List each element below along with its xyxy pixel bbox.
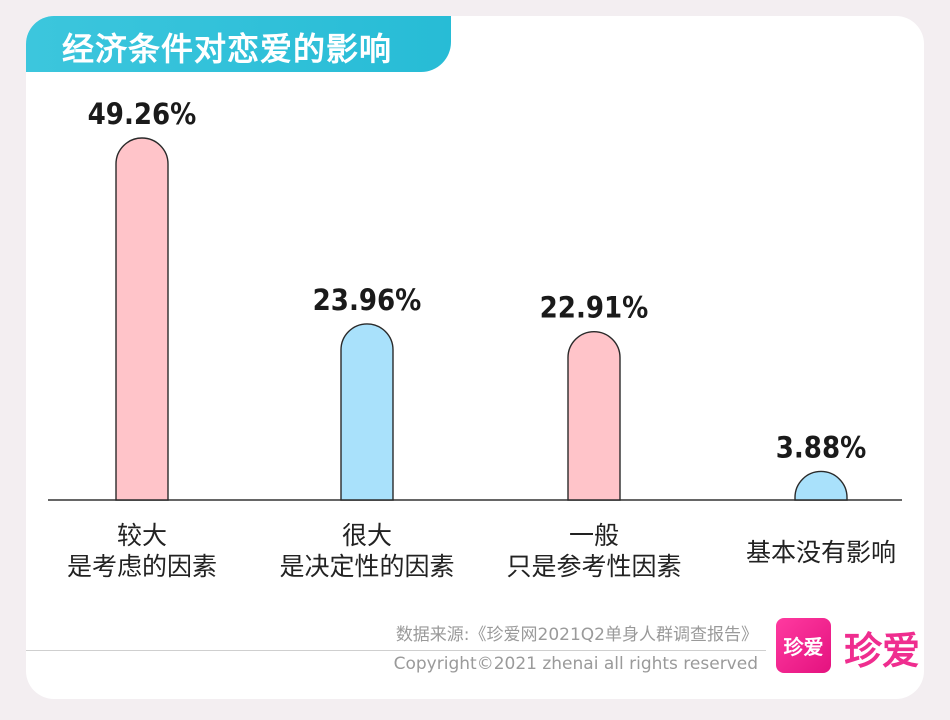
category-label-line: 一般 bbox=[568, 521, 619, 550]
data-label-3: 22.91% bbox=[540, 291, 649, 325]
category-label-line: 是决定性的因素 bbox=[279, 552, 455, 581]
category-label-1: 较大 是考虑的因素 bbox=[37, 520, 247, 582]
category-label-line: 只是参考性因素 bbox=[506, 552, 682, 581]
category-label-line: 基本没有影响 bbox=[745, 538, 896, 567]
title-banner: 经济条件对恋爱的影响 bbox=[26, 16, 451, 72]
footer-divider bbox=[26, 650, 766, 651]
bar-2 bbox=[340, 323, 394, 501]
bar-1 bbox=[115, 137, 169, 501]
copyright-note: Copyright©2021 zhenai all rights reserve… bbox=[393, 654, 758, 674]
data-label-1: 49.26% bbox=[88, 97, 197, 131]
bar-4 bbox=[794, 470, 848, 501]
chart-title: 经济条件对恋爱的影响 bbox=[62, 30, 393, 68]
category-label-line: 较大 bbox=[116, 521, 167, 550]
zhenai-logo-icon: 珍爱 bbox=[776, 618, 831, 673]
source-note: 数据来源:《珍爱网2021Q2单身人群调查报告》 bbox=[395, 625, 758, 645]
category-label-2: 很大 是决定性的因素 bbox=[262, 520, 472, 582]
category-label-line: 很大 bbox=[341, 521, 392, 550]
category-label-3: 一般 只是参考性因素 bbox=[489, 520, 699, 582]
bar-3 bbox=[567, 330, 621, 501]
category-label-4: 基本没有影响 bbox=[716, 537, 924, 568]
category-label-line: 是考虑的因素 bbox=[66, 552, 217, 581]
data-label-4: 3.88% bbox=[776, 430, 867, 464]
chart-card: 经济条件对恋爱的影响 49.26% 23.96% 22.91% 3.88% 较大 是考虑… bbox=[26, 16, 924, 699]
zhenai-logo-text: 珍爱 bbox=[844, 629, 921, 673]
data-label-2: 23.96% bbox=[313, 283, 422, 317]
bar-chart: 49.26% 23.96% 22.91% 3.88% bbox=[48, 97, 902, 501]
